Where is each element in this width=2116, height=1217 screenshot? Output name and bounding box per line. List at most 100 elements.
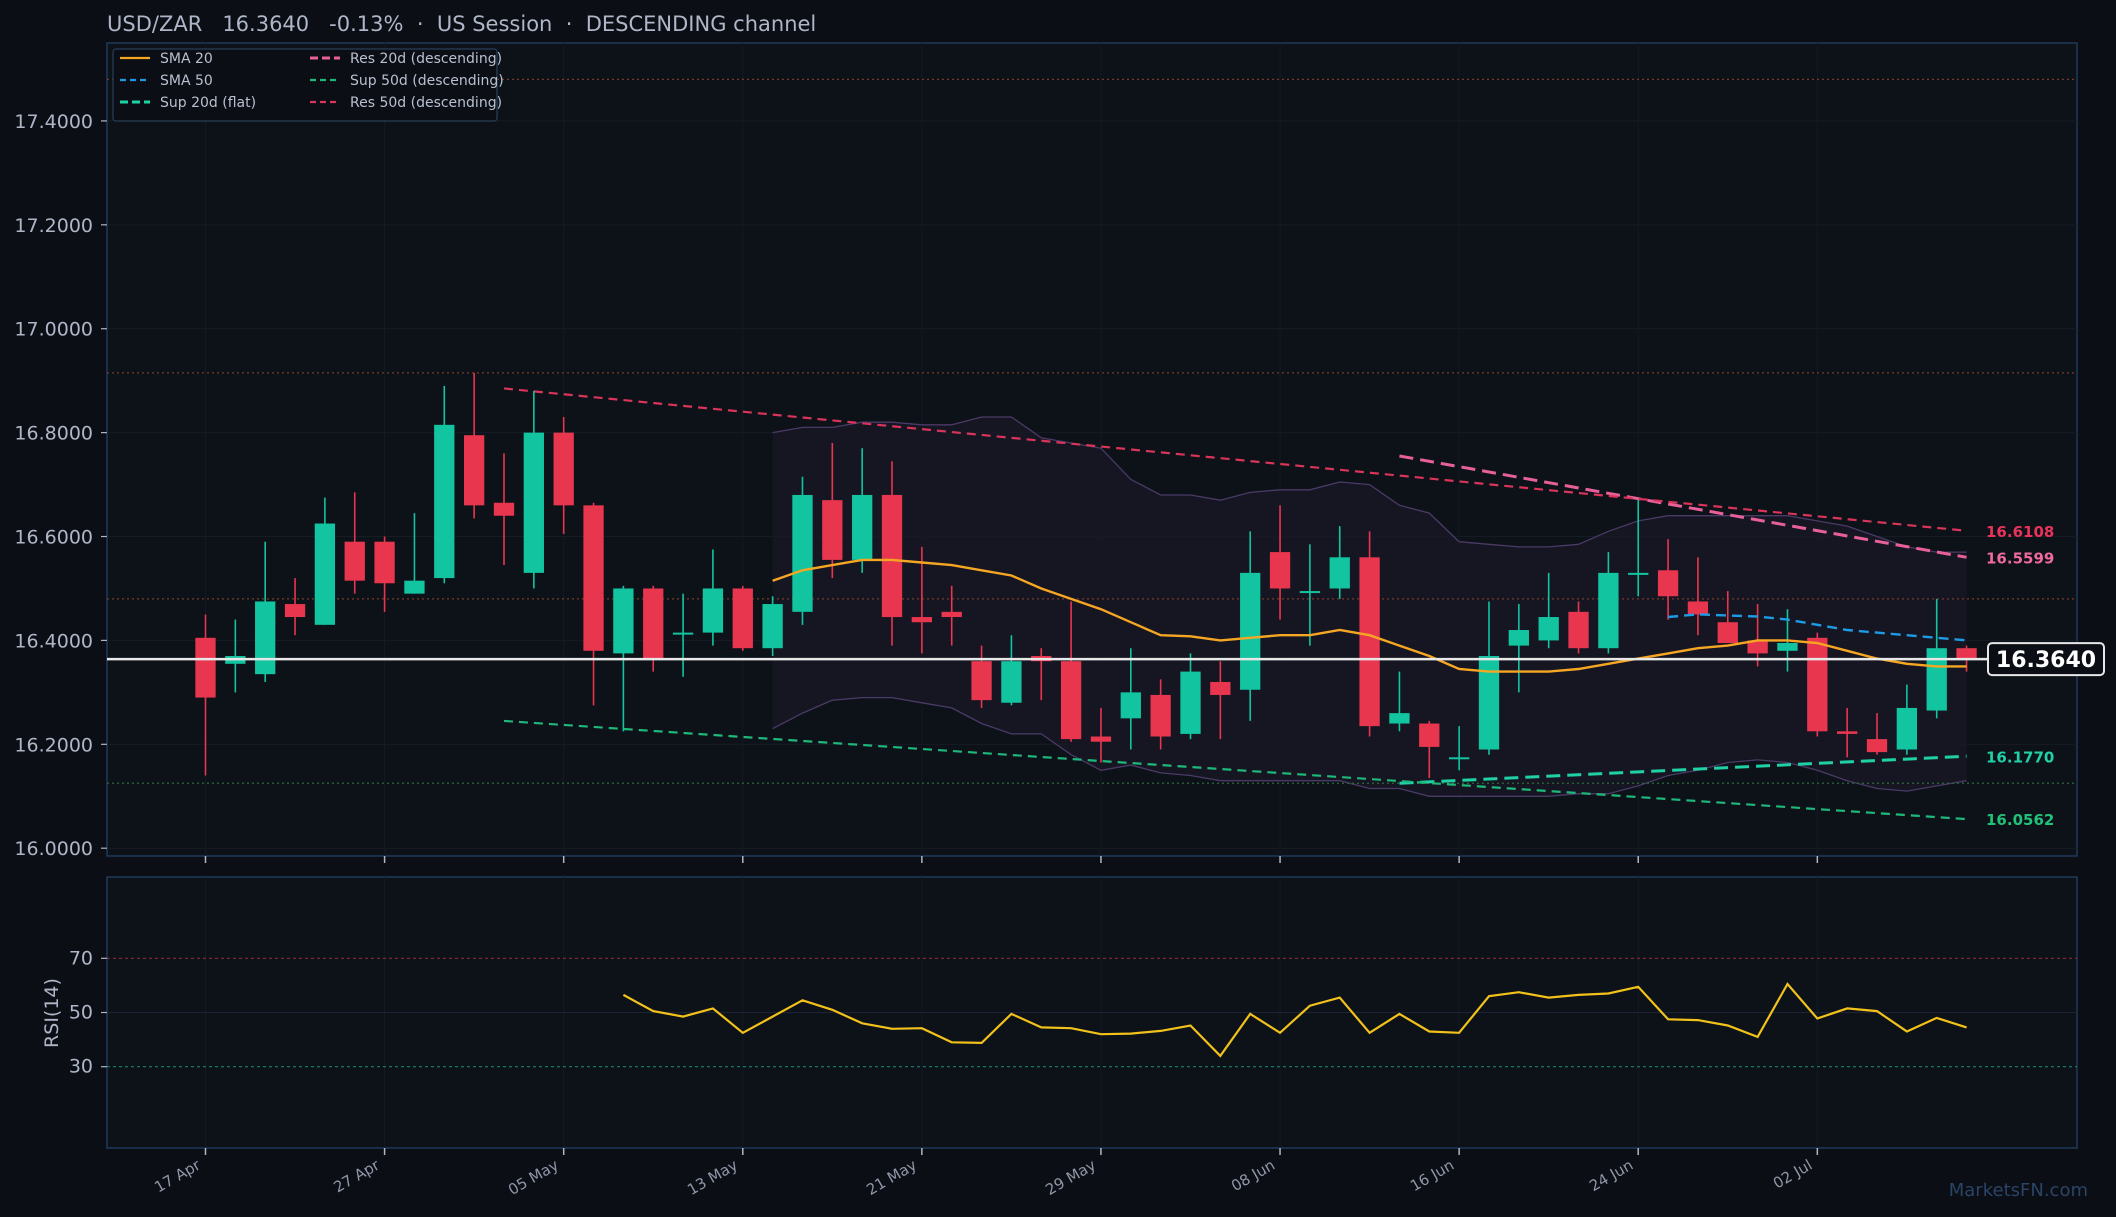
candle-body	[314, 523, 336, 625]
chart-title: USD/ZAR 16.3640 -0.13% · US Session · DE…	[107, 12, 816, 36]
legend-box	[112, 48, 498, 122]
candle-body	[255, 601, 276, 675]
candle-body	[1896, 707, 1918, 750]
level-label: 16.1770	[1986, 748, 2054, 766]
candle-body	[344, 541, 365, 581]
candle-body	[1568, 611, 1589, 649]
candle-body	[1508, 630, 1529, 646]
band-lower	[772, 696, 1967, 797]
band-upper	[772, 416, 1967, 553]
candle-body	[1090, 736, 1112, 742]
sma-line	[1667, 613, 1967, 642]
legend-label: SMA 20	[160, 51, 213, 67]
candle-body	[463, 435, 485, 506]
candle-body	[1478, 655, 1500, 750]
candle-body	[732, 588, 753, 649]
candle-body	[1687, 601, 1709, 615]
price-tick-label: 16.4000	[14, 630, 93, 652]
candle-body	[1448, 757, 1470, 760]
legend-label: Res 20d (descending)	[350, 51, 502, 67]
candle-body	[1926, 648, 1947, 711]
candle-body	[493, 502, 515, 516]
sma-line	[772, 558, 1967, 673]
candle-body	[1747, 640, 1768, 654]
candle-body	[1956, 648, 1977, 660]
legend-label: Sup 20d (flat)	[160, 95, 256, 111]
candle-body	[971, 661, 992, 701]
candle-body	[911, 617, 933, 623]
candle-body	[1120, 692, 1141, 719]
candle-body	[1269, 552, 1291, 589]
price-axis: 16.0000 16.2000 16.4000 16.6000 16.8000 17.00…	[14, 111, 107, 860]
rsi-tick-label: 50	[69, 1002, 93, 1024]
candle-body	[195, 637, 216, 698]
candle-body	[1001, 661, 1022, 703]
moving-averages	[772, 558, 1967, 673]
candle-body	[523, 432, 544, 573]
candle-body	[583, 505, 604, 651]
level-label: 16.6108	[1986, 523, 2054, 541]
rsi-line	[622, 982, 1967, 1058]
rsi-axis: 30 50 70	[69, 947, 107, 1078]
candle-body	[1866, 739, 1888, 753]
candle-body	[1777, 643, 1798, 651]
candle-body	[1389, 713, 1410, 724]
rsi-axis-label: RSI(14)	[41, 978, 63, 1048]
candle-body	[1210, 681, 1231, 695]
price-tick-label: 17.2000	[14, 215, 93, 237]
price-tick-label: 17.0000	[14, 319, 93, 341]
legend-label: Res 50d (descending)	[350, 95, 502, 111]
candle-body	[762, 604, 783, 649]
candle-body	[374, 541, 395, 584]
trendlines	[503, 387, 1967, 821]
candle-body	[1359, 557, 1380, 727]
candle-body	[792, 494, 813, 612]
trendline	[1399, 454, 1967, 559]
candle-body	[1538, 617, 1559, 641]
rsi-tick-label: 30	[69, 1056, 93, 1078]
candle-body	[1419, 723, 1440, 747]
last-price-label: 16.3640	[1996, 648, 2096, 673]
rsi-grid	[107, 877, 2077, 1148]
last-price-tag: 16.3640	[1987, 642, 2105, 677]
level-label: 16.5599	[1986, 549, 2054, 567]
candle-body	[404, 580, 425, 594]
candle-body	[1807, 637, 1828, 732]
candle-body	[702, 588, 724, 633]
candle-body	[1180, 671, 1201, 734]
candles	[195, 372, 1977, 779]
candle-body	[672, 632, 694, 635]
legend: SMA 20 Res 20d (descending) SMA 50 Sup 50d …	[112, 48, 504, 122]
candle-body	[1060, 661, 1082, 740]
level-label: 16.0562	[1986, 811, 2054, 829]
rsi-tick-label: 70	[69, 947, 93, 969]
candle-body	[643, 588, 664, 659]
legend-label: Sup 50d (descending)	[350, 73, 504, 89]
trendline	[1399, 754, 1967, 785]
reference-lines	[107, 78, 2077, 784]
last-price-box	[1987, 642, 2105, 677]
candle-body	[553, 432, 574, 506]
watermark: MarketsFN.com	[1949, 1180, 2088, 1201]
price-tick-label: 16.6000	[14, 527, 93, 549]
candle-body	[1598, 572, 1619, 649]
price-tick-label: 16.0000	[14, 838, 93, 860]
candle-body	[1240, 572, 1261, 690]
candle-body	[1299, 591, 1321, 594]
candle-body	[613, 588, 634, 654]
price-tick-label: 17.4000	[14, 111, 93, 133]
price-tick-label: 16.2000	[14, 734, 93, 756]
level-labels: 16.6108 16.5599 16.1770 16.0562	[1986, 523, 2054, 829]
candle-body	[1628, 572, 1649, 575]
candle-body	[1657, 570, 1679, 597]
trendline	[503, 387, 1967, 532]
trendline	[503, 719, 1967, 821]
candle-body	[881, 494, 903, 618]
candle-body	[284, 604, 306, 618]
candle-body	[434, 424, 455, 579]
rsi-series	[622, 982, 1967, 1058]
candle-body	[1837, 731, 1858, 734]
candle-body	[822, 500, 843, 560]
price-tick-label: 16.8000	[14, 423, 93, 445]
